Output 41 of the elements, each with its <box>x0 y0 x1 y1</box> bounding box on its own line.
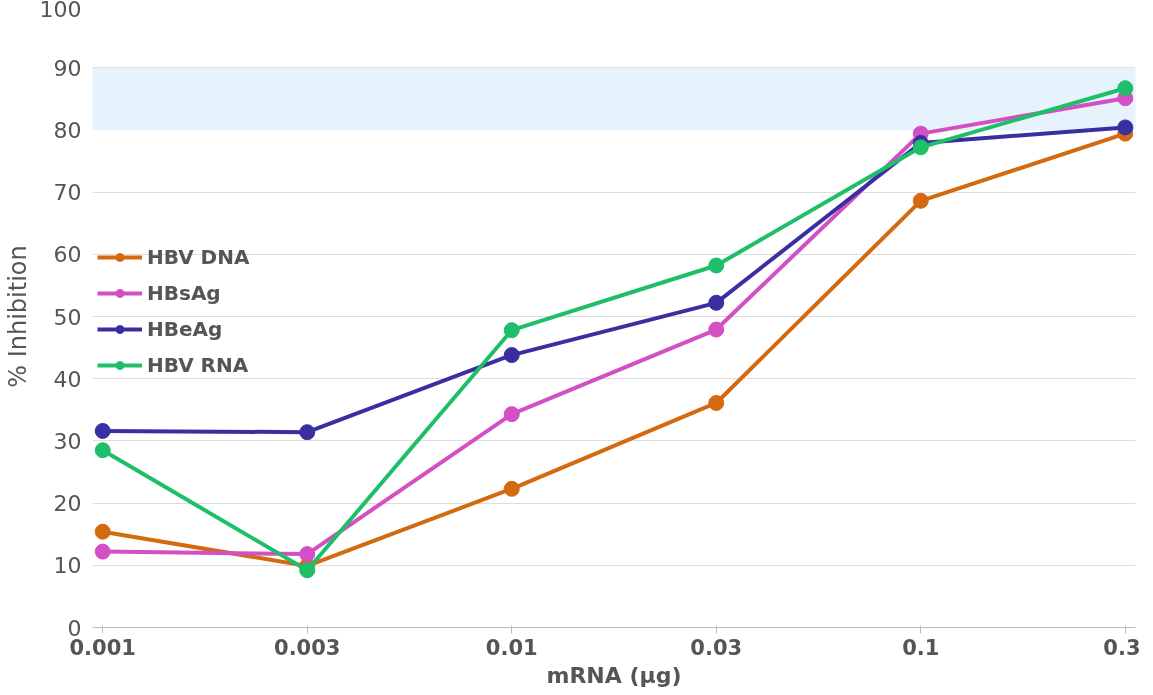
point <box>299 562 316 579</box>
y-tick-label: 60 <box>53 242 82 268</box>
x-axis-title: mRNA (μg) <box>546 662 682 688</box>
point <box>912 192 929 209</box>
y-tick-label: 80 <box>53 117 82 143</box>
point <box>94 523 111 540</box>
legend-label: HBeAg <box>147 317 223 341</box>
x-tick-label: 0.01 <box>485 635 538 660</box>
x-tick-label: 0.003 <box>274 635 341 660</box>
y-tick-label: 90 <box>53 55 82 81</box>
x-tick-label: 0.001 <box>69 635 136 660</box>
point <box>708 321 725 338</box>
point <box>503 406 520 423</box>
point <box>94 422 111 439</box>
y-tick-label: 30 <box>53 428 82 454</box>
y-tick-label: 40 <box>53 366 82 392</box>
y-tick-label: 20 <box>53 491 82 517</box>
point <box>299 546 316 563</box>
point <box>94 543 111 560</box>
point <box>708 257 725 274</box>
legend-label: HBV RNA <box>147 353 249 377</box>
point <box>708 294 725 311</box>
y-tick-label: 10 <box>53 553 82 579</box>
legend-label: HBV DNA <box>147 245 250 269</box>
point <box>708 394 725 411</box>
point <box>503 322 520 339</box>
point <box>1117 119 1134 136</box>
point <box>912 139 929 156</box>
y-axis-title: % Inhibition <box>3 245 32 388</box>
point <box>503 347 520 364</box>
point <box>94 442 111 459</box>
y-tick-label: 70 <box>53 180 82 206</box>
x-tick-label: 0.03 <box>690 635 743 660</box>
point <box>1117 80 1134 97</box>
point <box>503 480 520 497</box>
x-tick-label: 0.1 <box>902 635 940 660</box>
y-tick-label: 100 <box>39 0 82 22</box>
legend-label: HBsAg <box>147 281 221 305</box>
x-tick-label: 0.3 <box>1103 635 1141 660</box>
point <box>299 424 316 441</box>
y-tick-label: 50 <box>53 304 82 330</box>
